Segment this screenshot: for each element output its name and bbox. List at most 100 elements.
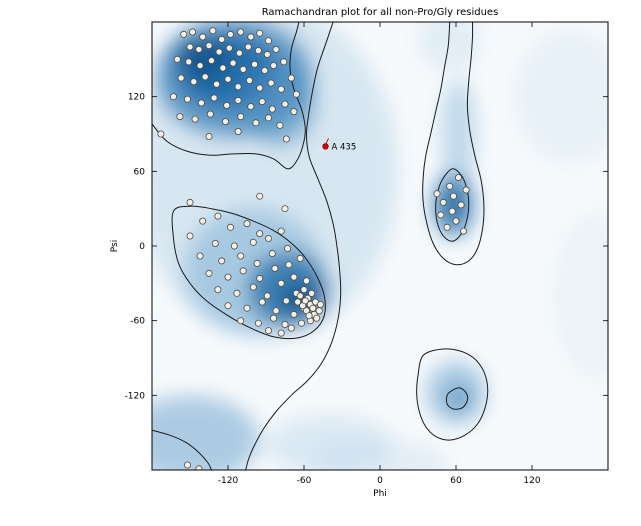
scatter-point: [249, 238, 257, 246]
scatter-point: [272, 45, 280, 53]
scatter-point: [313, 314, 321, 322]
scatter-point: [433, 190, 441, 198]
scatter-point: [253, 259, 261, 267]
highlight-point: [322, 143, 329, 150]
scatter-point: [177, 74, 185, 82]
scatter-point: [239, 267, 247, 275]
scatter-point: [457, 201, 465, 209]
scatter-point: [214, 286, 222, 294]
scatter-point: [243, 220, 251, 228]
scatter-point: [199, 33, 207, 41]
scatter-point: [186, 232, 194, 240]
scatter-point: [190, 78, 198, 86]
scatter-point: [263, 50, 271, 58]
scatter-point: [244, 43, 252, 51]
density-blob: [266, 414, 393, 470]
scatter-point: [210, 94, 218, 102]
density-blob: [418, 22, 482, 72]
scatter-point: [270, 62, 278, 70]
highlight-marker-tick: [325, 138, 329, 144]
highlight-label: A 435: [332, 142, 357, 152]
scatter-point: [218, 35, 226, 43]
scatter-point: [221, 118, 229, 126]
scatter-point: [245, 77, 253, 85]
y-tick-label: -60: [130, 317, 145, 327]
scatter-point: [256, 274, 264, 282]
scatter-point: [281, 100, 289, 108]
scatter-point: [191, 115, 199, 123]
scatter-point: [195, 465, 203, 470]
scatter-point: [183, 95, 191, 103]
scatter-point: [234, 127, 242, 135]
scatter-point: [224, 302, 232, 310]
contour-line: [445, 387, 469, 410]
scatter-point: [308, 289, 316, 297]
scatter-point: [219, 64, 227, 72]
scatter-point: [282, 297, 290, 305]
scatter-point: [281, 320, 289, 328]
scatter-point: [211, 239, 219, 247]
scatter-point: [446, 182, 454, 190]
scatter-point: [254, 319, 262, 327]
contour-line: [245, 22, 342, 470]
scatter-point: [214, 212, 222, 220]
scatter-point: [316, 300, 324, 308]
scatter-point: [206, 110, 214, 118]
scatter-point: [270, 314, 278, 322]
scatter-point: [201, 73, 209, 81]
scatter-point: [315, 307, 323, 315]
scatter-point: [277, 279, 285, 287]
scatter-point: [281, 205, 289, 213]
scatter-point: [296, 292, 304, 300]
scatter-point: [264, 234, 272, 242]
scatter-point: [292, 90, 300, 98]
density-blob: [443, 188, 464, 222]
scatter-point: [237, 113, 245, 121]
scatter-point: [230, 242, 238, 250]
scatter-point: [302, 277, 310, 285]
density-blob: [447, 386, 470, 409]
contour-line: [422, 22, 485, 266]
scatter-point: [305, 312, 313, 320]
scatter-point: [237, 28, 245, 36]
scatter-point: [267, 79, 275, 87]
scatter-point: [300, 286, 308, 294]
scatter-point: [199, 217, 207, 225]
contour-line: [152, 429, 212, 470]
scatter-point: [225, 44, 233, 52]
scatter-point: [234, 96, 242, 104]
scatter-point: [290, 108, 298, 116]
y-tick-label: 0: [139, 242, 145, 252]
scatter-point: [205, 269, 213, 277]
scatter-point: [239, 65, 247, 73]
scatter-point: [287, 74, 295, 82]
contour-line: [171, 205, 326, 340]
scatter-point: [195, 45, 203, 53]
scatter-point: [186, 198, 194, 206]
density-blob: [513, 28, 608, 166]
scatter-point: [285, 261, 293, 269]
scatter-point: [272, 307, 280, 315]
scatter-point: [196, 252, 204, 260]
density-blob: [240, 59, 317, 147]
scatter-point: [276, 121, 284, 129]
scatter-point: [252, 119, 260, 127]
scatter-point: [277, 227, 285, 235]
scatter-point: [268, 105, 276, 113]
density-blob: [152, 395, 260, 470]
scatter-point: [296, 254, 304, 262]
scatter-point: [176, 113, 184, 121]
scatter-point: [294, 298, 302, 306]
x-tick-label: 60: [450, 476, 462, 486]
scatter-point: [449, 192, 457, 200]
scatter-point: [224, 75, 232, 83]
scatter-point: [258, 298, 266, 306]
scatter-point: [186, 43, 194, 51]
scatter-point: [280, 58, 288, 66]
plot-frame: [151, 21, 609, 471]
scatter-point: [439, 198, 447, 206]
scatter-point: [309, 304, 317, 312]
x-tick-label: -60: [297, 476, 312, 486]
